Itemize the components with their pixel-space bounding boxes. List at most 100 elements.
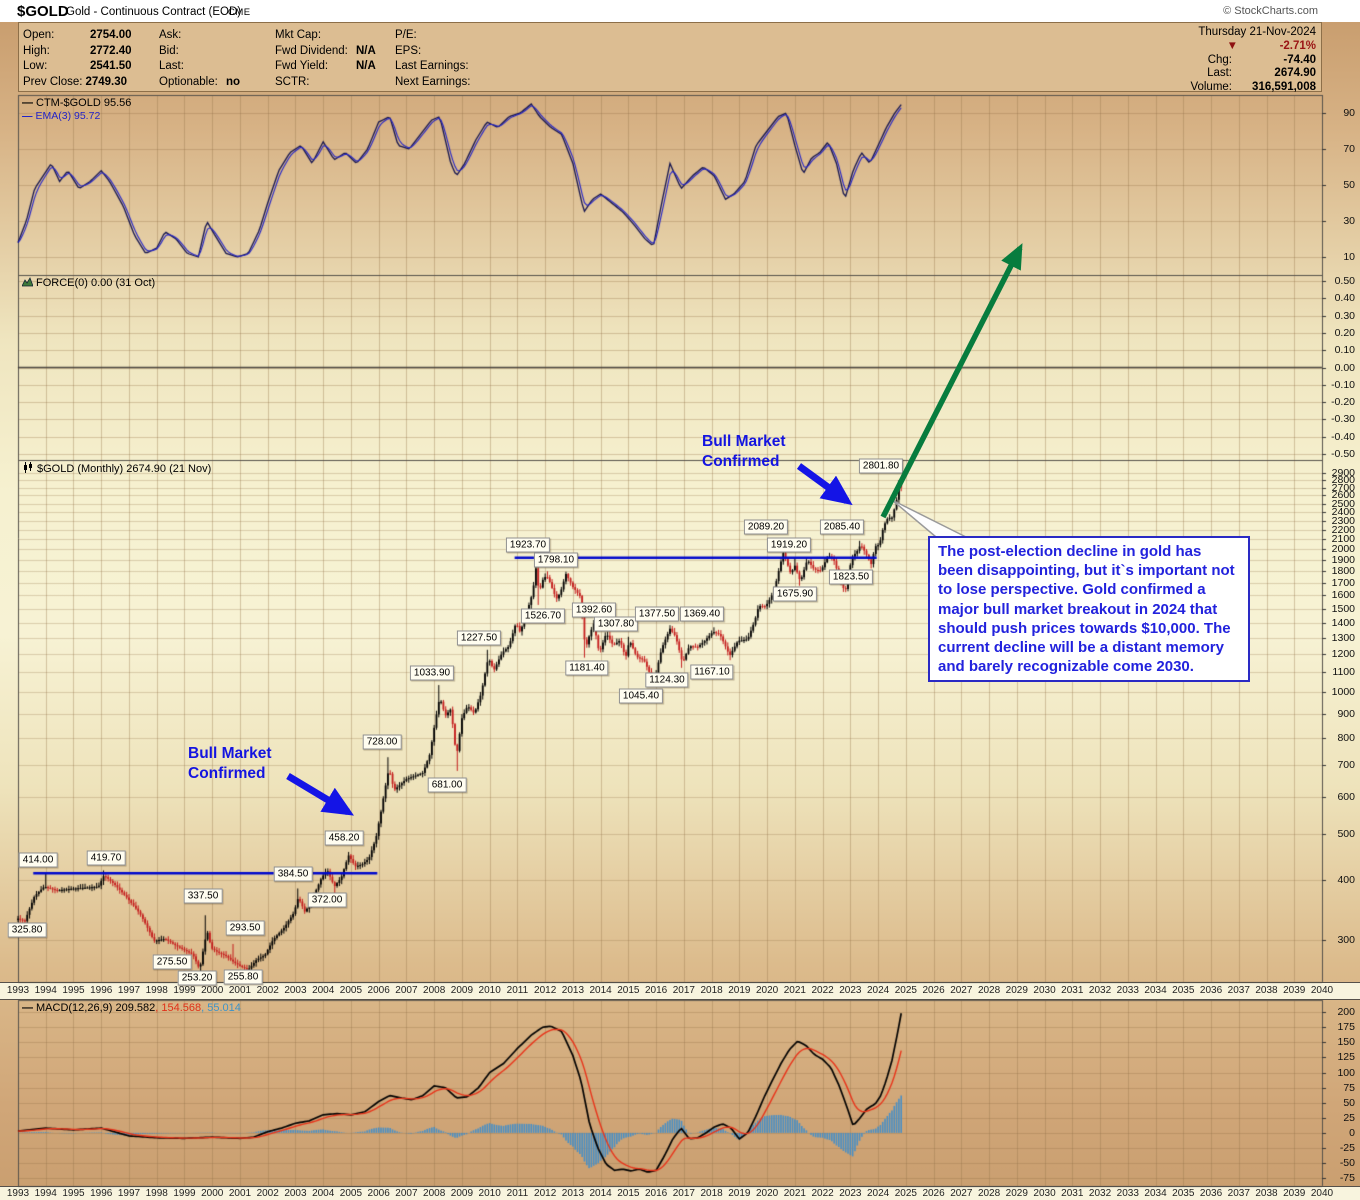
- y-axis-tick-label: 900: [1337, 707, 1355, 720]
- x-axis-year-label: 2035: [1172, 984, 1195, 996]
- x-axis-year-label: 1997: [117, 1187, 141, 1199]
- y-axis-tick-label: 1100: [1332, 666, 1355, 679]
- x-axis-year-label: 2040: [1310, 984, 1334, 996]
- x-axis-year-label: 2034: [1144, 984, 1167, 996]
- y-axis-tick-label: 125: [1337, 1051, 1355, 1064]
- x-axis-year-label: 1999: [173, 1187, 196, 1199]
- prev-close-label: Prev Close:: [23, 75, 83, 88]
- chg-value: -74.40: [1283, 53, 1316, 66]
- y-axis-tick-label: 1900: [1331, 553, 1355, 566]
- ask-label: Ask:: [159, 29, 182, 41]
- low-value: 2541.50: [90, 60, 132, 72]
- price-callout: 1045.40: [618, 688, 664, 704]
- price-callout: 275.50: [152, 954, 192, 970]
- y-axis-tick-label: 2800: [1331, 474, 1355, 487]
- price-callout: 681.00: [427, 777, 467, 793]
- y-axis-tick-label: -0.50: [1331, 447, 1355, 460]
- macd-legend: — MACD(12,26,9) 209.582, 154.568, 55.014: [22, 1002, 241, 1014]
- y-axis-tick-label: 0.30: [1334, 309, 1355, 322]
- x-axis-year-label: 2025: [894, 1187, 917, 1199]
- price-callout: 458.20: [324, 830, 364, 846]
- quote-col-4: P/E: EPS: Last Earnings: Next Earnings:: [395, 28, 473, 90]
- x-axis-year-label: 2025: [894, 984, 917, 996]
- x-axis-year-label: 2024: [866, 984, 890, 996]
- x-axis-year-label: 2024: [866, 1187, 890, 1199]
- x-axis-year-label: 2000: [201, 1187, 224, 1199]
- y-axis-tick-label: 75: [1343, 1081, 1355, 1094]
- quote-col-3: Mkt Cap: Fwd Dividend: N/A Fwd Yield: N/A …: [275, 28, 376, 90]
- x-axis-year-label: 1996: [90, 984, 113, 996]
- x-axis-year-label: 2020: [755, 1187, 779, 1199]
- x-axis-year-label: 2020: [755, 984, 779, 996]
- x-axis-year-label: 2017: [672, 1187, 695, 1199]
- x-axis-year-label: 2007: [395, 1187, 418, 1199]
- y-axis-tick-label: 1700: [1331, 576, 1355, 589]
- price-callout: 255.80: [223, 969, 263, 985]
- x-axis-year-label: 2019: [728, 1187, 751, 1199]
- last-label-right: Last:: [1207, 67, 1232, 80]
- x-axis-year-label: 2010: [478, 984, 501, 996]
- y-axis-tick-label: -0.20: [1331, 396, 1355, 409]
- y-axis-tick-label: 400: [1337, 874, 1355, 887]
- quote-date: Thursday 21-Nov-2024: [1198, 26, 1316, 38]
- macd-line-swatch: —: [22, 1002, 33, 1014]
- y-axis-tick-label: 1300: [1331, 631, 1355, 644]
- next-earnings-label: Next Earnings:: [395, 75, 471, 88]
- last-earnings-label: Last Earnings:: [395, 60, 469, 72]
- price-callout: 1392.60: [571, 602, 617, 618]
- y-axis-tick-label: 0.40: [1334, 292, 1355, 305]
- x-axis-year-label: 1997: [117, 984, 141, 996]
- x-axis-year-label: 2027: [950, 984, 973, 996]
- x-axis-year-label: 2039: [1283, 984, 1306, 996]
- price-callout: 293.50: [225, 920, 265, 936]
- price-callout: 728.00: [362, 734, 402, 750]
- x-axis-year-label: 2001: [228, 984, 252, 996]
- y-axis-tick-label: 0.20: [1334, 326, 1355, 339]
- price-callout: 384.50: [273, 866, 313, 882]
- x-axis-year-label: 2000: [201, 984, 224, 996]
- price-callout: 2085.40: [819, 519, 865, 535]
- x-axis-year-label: 1994: [34, 1187, 57, 1199]
- x-axis-year-label: 2018: [700, 984, 723, 996]
- y-axis-tick-label: 600: [1337, 790, 1355, 803]
- y-axis-tick-label: 2000: [1331, 543, 1355, 556]
- y-axis-tick-label: 10: [1343, 251, 1355, 263]
- fwd-yield-value: N/A: [356, 60, 376, 72]
- y-axis-tick-label: 2500: [1331, 497, 1355, 510]
- x-axis-year-label: 2007: [395, 984, 418, 996]
- price-callout: 1124.30: [645, 672, 689, 688]
- x-axis-year-label: 2005: [339, 1187, 363, 1199]
- y-axis-tick-label: 1000: [1331, 685, 1355, 698]
- x-axis-year-label: 1993: [6, 984, 30, 996]
- x-axis-year-label: 2019: [728, 984, 751, 996]
- x-axis-year-label: 2016: [645, 984, 668, 996]
- x-axis-year-label: 2029: [1005, 1187, 1028, 1199]
- y-axis-tick-label: 1800: [1331, 565, 1355, 578]
- x-axis-year-label: 2014: [589, 984, 612, 996]
- x-axis-year-label: 2034: [1144, 1187, 1167, 1199]
- y-axis-tick-label: -50: [1339, 1157, 1355, 1170]
- y-axis-tick-label: 800: [1337, 731, 1355, 744]
- x-axis-year-label: 2022: [811, 1187, 834, 1199]
- y-axis-tick-label: 50: [1343, 179, 1355, 191]
- y-axis-tick-label: 1600: [1331, 589, 1355, 602]
- x-axis-year-label: 2021: [783, 1187, 806, 1199]
- x-axis-year-label: 2033: [1116, 984, 1139, 996]
- y-axis-tick-label: 0.00: [1334, 361, 1355, 374]
- quote-header: Open: 2754.00 High: 2772.40 Low: 2541.50 Pr…: [18, 22, 1322, 93]
- x-axis-year-label: 2002: [256, 1187, 279, 1199]
- x-axis-year-label: 2004: [312, 984, 335, 996]
- open-value: 2754.00: [90, 29, 132, 41]
- bull-market-confirmed-label-1: Bull Market Confirmed: [188, 745, 272, 783]
- y-axis-tick-label: -0.40: [1331, 430, 1355, 443]
- x-axis-year-label: 2021: [783, 984, 806, 996]
- mktcap-label: Mkt Cap:: [275, 29, 322, 41]
- x-axis-year-label: 2017: [672, 984, 695, 996]
- y-axis-tick-label: 2700: [1331, 481, 1355, 494]
- x-axis-year-label: 2028: [977, 1187, 1001, 1199]
- x-axis-year-label: 2039: [1283, 1187, 1306, 1199]
- price-callout: 1181.40: [565, 660, 609, 676]
- x-axis-year-label: 2037: [1227, 984, 1250, 996]
- x-axis-year-label: 2008: [423, 1187, 446, 1199]
- price-callout: 1675.90: [772, 586, 818, 602]
